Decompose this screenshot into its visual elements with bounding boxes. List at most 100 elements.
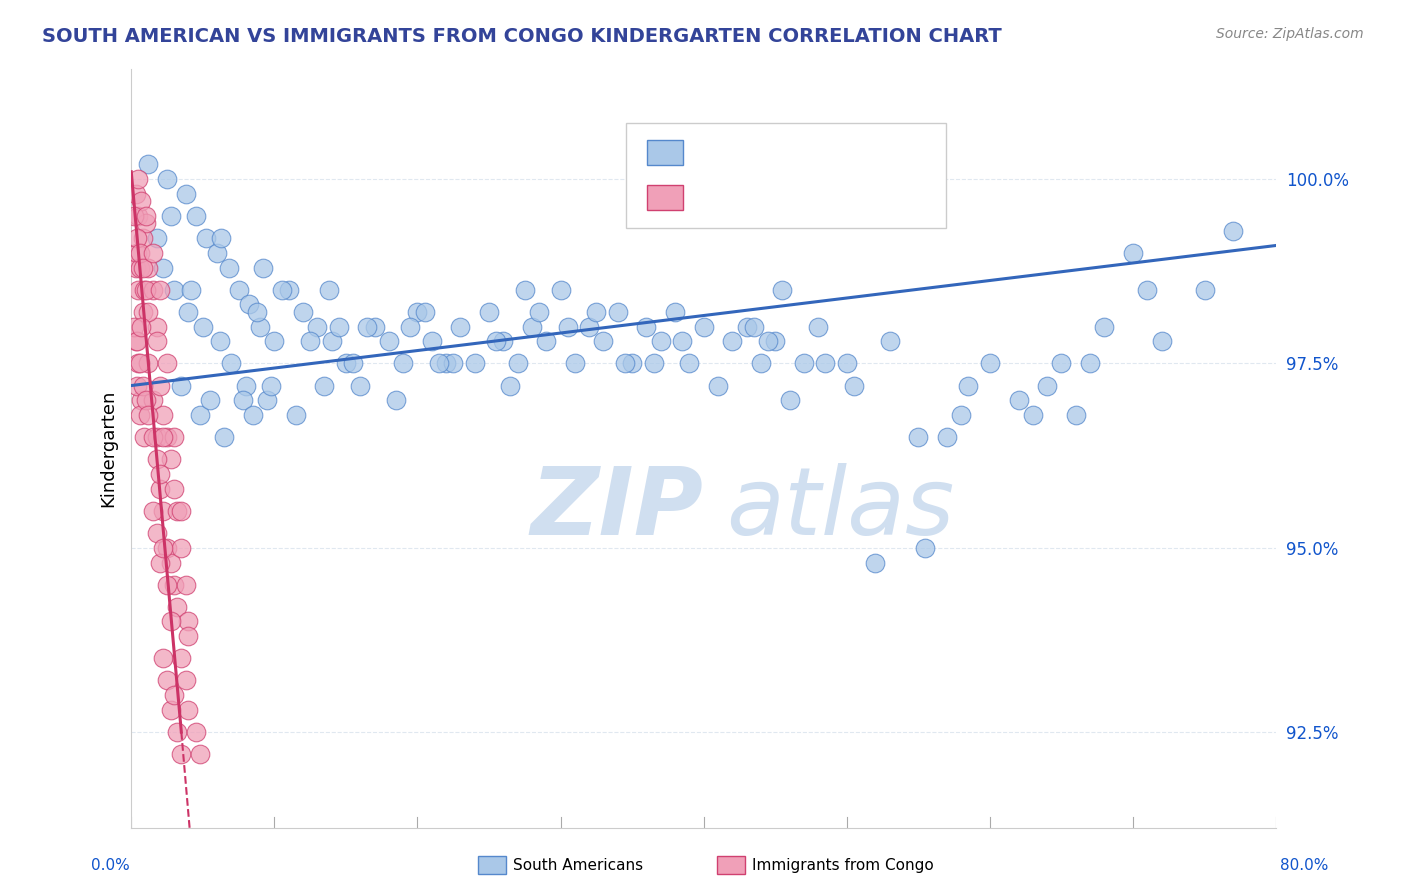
Point <box>613 356 636 370</box>
Point <box>127 356 149 370</box>
Point <box>177 305 200 319</box>
Point <box>914 541 936 555</box>
Point <box>135 209 157 223</box>
Point <box>228 283 250 297</box>
Point <box>979 356 1001 370</box>
Point <box>578 319 600 334</box>
Point <box>125 378 148 392</box>
Point <box>180 283 202 297</box>
Point <box>166 725 188 739</box>
Point <box>135 393 157 408</box>
Point <box>152 651 174 665</box>
Point <box>1007 393 1029 408</box>
Point <box>879 334 901 349</box>
Point <box>291 305 314 319</box>
Point <box>131 260 153 275</box>
Point <box>936 430 959 444</box>
Text: SOUTH AMERICAN VS IMMIGRANTS FROM CONGO KINDERGARTEN CORRELATION CHART: SOUTH AMERICAN VS IMMIGRANTS FROM CONGO … <box>42 27 1002 45</box>
Point <box>835 356 858 370</box>
Point <box>349 378 371 392</box>
Point <box>184 209 207 223</box>
Point <box>260 378 283 392</box>
Point <box>499 378 522 392</box>
Point <box>363 319 385 334</box>
Point <box>214 430 236 444</box>
Point <box>146 430 169 444</box>
Point <box>146 231 169 245</box>
Point <box>692 319 714 334</box>
Point <box>314 378 336 392</box>
Point <box>1022 408 1045 422</box>
Point <box>152 260 174 275</box>
Point <box>142 504 165 518</box>
Point <box>163 577 186 591</box>
Point <box>160 209 183 223</box>
Point <box>478 305 501 319</box>
Text: 0.0%: 0.0% <box>91 858 131 872</box>
Text: R =: R = <box>697 144 735 161</box>
Point <box>177 629 200 643</box>
Point <box>950 408 973 422</box>
Point <box>198 393 221 408</box>
Point <box>128 408 150 422</box>
Point <box>122 209 145 223</box>
Point <box>779 393 801 408</box>
Point <box>557 319 579 334</box>
Point <box>307 319 329 334</box>
Point <box>277 283 299 297</box>
Point <box>1064 408 1087 422</box>
Point <box>163 430 186 444</box>
Point <box>194 231 217 245</box>
Point <box>174 673 197 688</box>
Point <box>585 305 607 319</box>
Point <box>427 356 450 370</box>
Point <box>124 260 146 275</box>
Point <box>129 194 152 209</box>
Point <box>188 408 211 422</box>
Point <box>321 334 343 349</box>
Point <box>249 319 271 334</box>
Point <box>318 283 340 297</box>
Point <box>513 283 536 297</box>
Point <box>127 283 149 297</box>
Point <box>449 319 471 334</box>
Point <box>399 319 422 334</box>
Point <box>814 356 837 370</box>
Text: R =: R = <box>697 189 735 207</box>
Point <box>284 408 307 422</box>
Point <box>242 408 264 422</box>
Point <box>156 673 179 688</box>
Point <box>152 504 174 518</box>
Point <box>163 283 186 297</box>
Point <box>464 356 486 370</box>
Point <box>1136 283 1159 297</box>
Point <box>160 556 183 570</box>
Point <box>664 305 686 319</box>
Point <box>122 319 145 334</box>
Point <box>492 334 515 349</box>
Point <box>485 334 508 349</box>
Point <box>434 356 457 370</box>
Point <box>156 430 179 444</box>
Point <box>406 305 429 319</box>
Point <box>209 231 232 245</box>
Point <box>1150 334 1173 349</box>
Point <box>138 157 160 171</box>
Point <box>127 209 149 223</box>
Point <box>208 334 231 349</box>
Point <box>146 452 169 467</box>
Point <box>299 334 322 349</box>
Point <box>749 356 772 370</box>
Point <box>125 231 148 245</box>
Point <box>125 245 148 260</box>
Text: ZIP: ZIP <box>531 463 703 555</box>
Point <box>270 283 292 297</box>
Point <box>1050 356 1073 370</box>
Point <box>170 504 193 518</box>
Y-axis label: Kindergarten: Kindergarten <box>100 390 117 507</box>
Point <box>138 305 160 319</box>
Point <box>142 430 165 444</box>
Point <box>678 356 700 370</box>
Point <box>763 334 786 349</box>
Point <box>221 356 243 370</box>
